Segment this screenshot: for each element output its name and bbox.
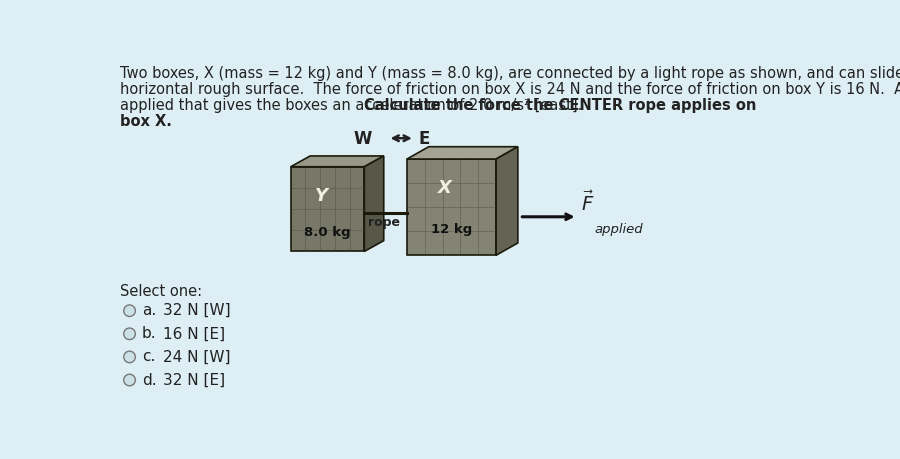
Text: horizontal rough surface.  The force of friction on box X is 24 N and the force : horizontal rough surface. The force of f…	[121, 82, 900, 97]
Polygon shape	[496, 147, 518, 255]
Text: $\vec{F}$: $\vec{F}$	[581, 191, 595, 215]
Polygon shape	[291, 156, 383, 167]
Circle shape	[123, 374, 135, 386]
Text: 12 kg: 12 kg	[431, 223, 472, 236]
Text: c.: c.	[142, 349, 156, 364]
Text: Select one:: Select one:	[121, 284, 202, 299]
Circle shape	[123, 351, 135, 363]
Text: b.: b.	[142, 326, 157, 341]
Polygon shape	[407, 159, 496, 255]
Text: 32 N [W]: 32 N [W]	[163, 303, 230, 318]
Text: applied that gives the boxes an acceleration of 2.0 m/s² [east].: applied that gives the boxes an accelera…	[121, 98, 592, 113]
Text: a.: a.	[142, 303, 157, 318]
Text: rope: rope	[368, 216, 400, 230]
Polygon shape	[407, 147, 518, 159]
Text: Calculate the force the CENTER rope applies on: Calculate the force the CENTER rope appl…	[364, 98, 757, 113]
Text: W: W	[354, 130, 372, 148]
Text: 16 N [E]: 16 N [E]	[163, 326, 225, 341]
Text: 8.0 kg: 8.0 kg	[304, 226, 351, 239]
Circle shape	[123, 305, 135, 317]
Text: X: X	[438, 179, 453, 197]
Text: Two boxes, X (mass = 12 kg) and Y (mass = 8.0 kg), are connected by a light rope: Two boxes, X (mass = 12 kg) and Y (mass …	[121, 66, 900, 81]
Text: 24 N [W]: 24 N [W]	[163, 349, 230, 364]
Polygon shape	[364, 156, 383, 252]
Text: applied: applied	[595, 223, 643, 236]
Text: 32 N [E]: 32 N [E]	[163, 373, 225, 387]
Polygon shape	[291, 167, 364, 252]
Circle shape	[123, 328, 135, 340]
Text: Y: Y	[315, 187, 328, 205]
Text: E: E	[418, 130, 430, 148]
Text: d.: d.	[142, 373, 157, 387]
Text: box X.: box X.	[121, 114, 172, 129]
